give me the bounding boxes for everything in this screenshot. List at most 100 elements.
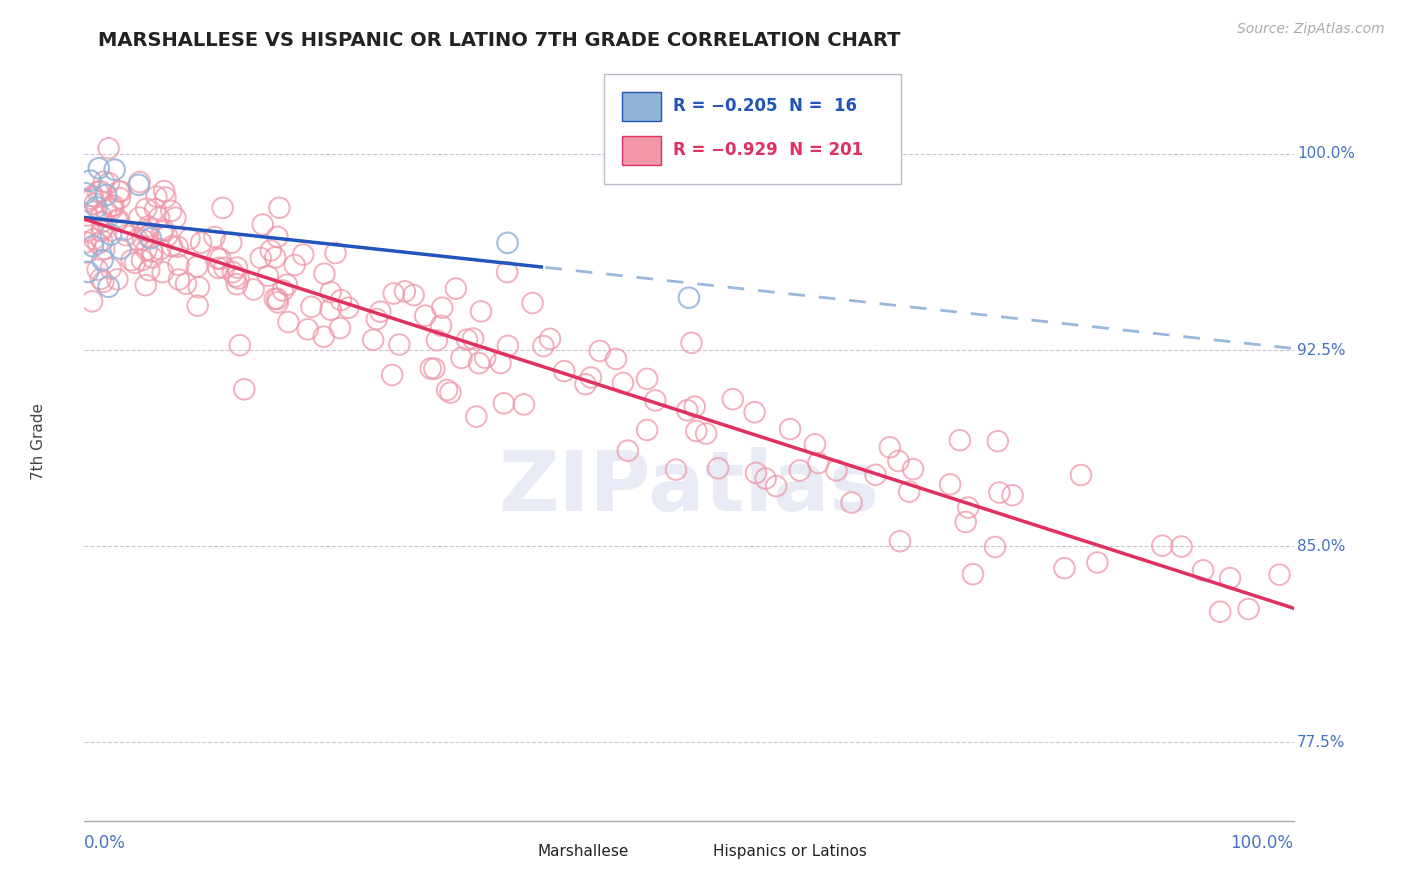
Point [91, 214, 114, 228]
Text: Hispanics or Latinos: Hispanics or Latinos [713, 844, 868, 859]
Point [94, 188, 117, 202]
Point [82, 294, 104, 309]
Point [264, 251, 287, 265]
Point [260, 244, 283, 258]
Point [1087, 556, 1109, 570]
Point [987, 434, 1010, 449]
Point [685, 424, 707, 438]
Point [267, 295, 290, 310]
Point [148, 211, 170, 225]
Point [93, 242, 115, 256]
Point [209, 252, 232, 266]
Point [83, 232, 105, 246]
Point [256, 268, 278, 283]
Point [83, 196, 105, 211]
Text: MARSHALLESE VS HISPANIC OR LATINO 7TH GRADE CORRELATION CHART: MARSHALLESE VS HISPANIC OR LATINO 7TH GR… [98, 31, 901, 50]
Point [115, 228, 138, 243]
Point [229, 338, 252, 352]
FancyBboxPatch shape [605, 74, 901, 184]
Point [128, 211, 150, 225]
Point [644, 393, 666, 408]
Point [1070, 468, 1092, 483]
Point [450, 351, 472, 365]
Point [492, 396, 515, 410]
Point [381, 368, 404, 382]
Point [141, 251, 163, 265]
Point [153, 184, 176, 198]
Point [683, 400, 706, 414]
Point [465, 409, 488, 424]
Point [136, 229, 159, 244]
Point [879, 440, 901, 454]
Text: 92.5%: 92.5% [1298, 343, 1346, 358]
Point [179, 232, 201, 246]
Point [314, 267, 336, 281]
Point [887, 454, 910, 468]
Bar [623, 136, 661, 165]
Point [97, 141, 120, 155]
Point [439, 385, 461, 400]
Point [496, 265, 519, 279]
Point [789, 463, 811, 477]
Point [299, 300, 322, 314]
Point [678, 291, 700, 305]
Point [222, 265, 245, 279]
Point [413, 309, 436, 323]
Point [423, 361, 446, 376]
Point [82, 239, 104, 253]
Point [522, 296, 544, 310]
Point [319, 285, 342, 299]
Point [962, 567, 984, 582]
Point [825, 463, 848, 477]
Point [77, 223, 100, 237]
Point [224, 269, 246, 284]
Point [984, 540, 1007, 554]
Point [128, 175, 150, 189]
Point [955, 515, 977, 529]
Point [496, 339, 519, 353]
Point [1192, 563, 1215, 577]
Point [1053, 561, 1076, 575]
Point [765, 479, 787, 493]
Point [745, 466, 768, 480]
Point [90, 272, 112, 286]
Point [271, 284, 294, 298]
Point [841, 495, 863, 509]
Point [988, 485, 1011, 500]
Point [219, 235, 242, 250]
Point [744, 405, 766, 419]
Point [531, 339, 554, 353]
Point [225, 277, 247, 292]
Point [432, 301, 454, 315]
Text: 85.0%: 85.0% [1298, 539, 1346, 554]
Point [98, 176, 121, 190]
Point [211, 201, 233, 215]
Point [901, 462, 924, 476]
Point [100, 199, 122, 213]
Point [1152, 539, 1174, 553]
Point [207, 260, 229, 275]
Point [1209, 605, 1232, 619]
Point [579, 370, 602, 384]
Point [110, 242, 132, 256]
Point [90, 210, 112, 224]
Point [207, 251, 229, 265]
Point [135, 278, 157, 293]
Point [165, 211, 187, 225]
Point [292, 247, 315, 261]
Point [100, 261, 122, 276]
Point [107, 212, 129, 227]
Point [779, 422, 801, 436]
Point [75, 235, 97, 250]
Point [131, 253, 153, 268]
Point [86, 200, 108, 214]
Point [149, 242, 172, 256]
Point [513, 397, 536, 411]
Point [124, 256, 146, 270]
Point [121, 253, 143, 268]
Point [152, 265, 174, 279]
Text: Source: ZipAtlas.com: Source: ZipAtlas.com [1237, 22, 1385, 37]
Point [496, 235, 519, 250]
Point [957, 500, 980, 515]
Point [90, 224, 112, 238]
